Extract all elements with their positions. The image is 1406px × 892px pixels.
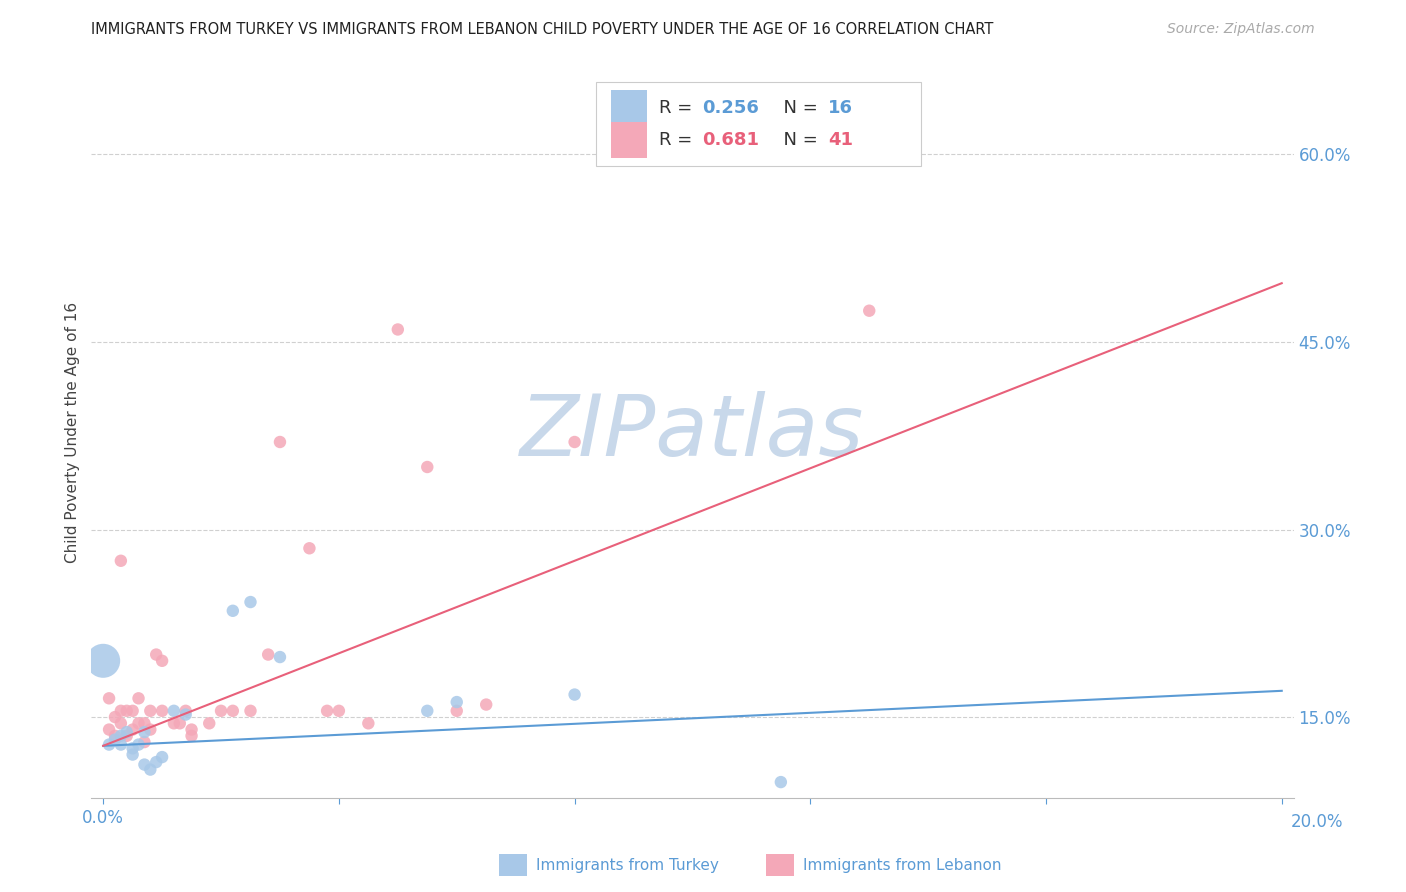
Point <box>121 704 143 718</box>
Text: 16: 16 <box>828 99 853 117</box>
Point <box>150 704 173 718</box>
Point <box>564 688 586 702</box>
Point <box>128 738 150 752</box>
Point <box>139 763 162 777</box>
Y-axis label: Child Poverty Under the Age of 16: Child Poverty Under the Age of 16 <box>65 302 80 563</box>
Point <box>110 738 132 752</box>
Point <box>110 704 132 718</box>
Text: 41: 41 <box>828 131 853 149</box>
Point <box>134 735 156 749</box>
Point <box>98 723 121 737</box>
Point <box>174 707 197 722</box>
Text: IMMIGRANTS FROM TURKEY VS IMMIGRANTS FROM LEBANON CHILD POVERTY UNDER THE AGE OF: IMMIGRANTS FROM TURKEY VS IMMIGRANTS FRO… <box>91 22 994 37</box>
Point <box>115 725 138 739</box>
Point <box>98 738 121 752</box>
Point <box>139 723 162 737</box>
FancyBboxPatch shape <box>610 122 647 159</box>
Point <box>128 716 150 731</box>
Point <box>115 729 138 743</box>
Text: Immigrants from Turkey: Immigrants from Turkey <box>536 858 718 872</box>
Text: N =: N = <box>772 99 824 117</box>
Point <box>475 698 498 712</box>
Point <box>316 704 339 718</box>
Point <box>121 723 143 737</box>
Point <box>145 648 167 662</box>
Text: N =: N = <box>772 131 824 149</box>
Text: 0.256: 0.256 <box>702 99 759 117</box>
Text: ZIPatlas: ZIPatlas <box>520 391 865 475</box>
Point <box>298 541 321 556</box>
Point <box>104 732 127 747</box>
Point <box>91 654 114 668</box>
FancyBboxPatch shape <box>610 89 647 126</box>
Point <box>446 695 468 709</box>
Point <box>174 704 197 718</box>
Point <box>145 755 167 769</box>
Point <box>269 435 291 450</box>
Text: Source: ZipAtlas.com: Source: ZipAtlas.com <box>1167 22 1315 37</box>
Point <box>357 716 380 731</box>
Point <box>180 723 202 737</box>
Point <box>163 704 186 718</box>
Point <box>139 704 162 718</box>
Point <box>239 704 262 718</box>
Text: Immigrants from Lebanon: Immigrants from Lebanon <box>803 858 1001 872</box>
Text: 0.681: 0.681 <box>702 131 759 149</box>
Point <box>416 704 439 718</box>
Point <box>169 716 191 731</box>
Point <box>416 460 439 475</box>
Point <box>222 604 245 618</box>
Point <box>222 704 245 718</box>
Point <box>269 650 291 665</box>
Point <box>198 716 221 731</box>
Point <box>209 704 232 718</box>
Text: R =: R = <box>659 131 697 149</box>
Point <box>150 750 173 764</box>
Point <box>239 595 262 609</box>
Point <box>110 729 132 743</box>
Text: R =: R = <box>659 99 697 117</box>
Point <box>98 691 121 706</box>
Point <box>134 716 156 731</box>
Point <box>104 729 127 743</box>
Point <box>387 322 409 336</box>
Point <box>180 729 202 743</box>
Point <box>115 704 138 718</box>
Point <box>564 435 586 450</box>
FancyBboxPatch shape <box>596 81 921 166</box>
Point <box>128 691 150 706</box>
Point <box>150 654 173 668</box>
Point <box>134 757 156 772</box>
Point <box>257 648 280 662</box>
Point <box>121 741 143 756</box>
Point <box>858 303 880 318</box>
Point <box>121 747 143 762</box>
Point <box>446 704 468 718</box>
Point <box>328 704 350 718</box>
Point <box>769 775 792 789</box>
Text: 20.0%: 20.0% <box>1291 814 1343 831</box>
Point <box>163 716 186 731</box>
Point <box>110 716 132 731</box>
Point <box>110 554 132 568</box>
Point <box>134 725 156 739</box>
Point <box>104 710 127 724</box>
Point <box>710 147 733 161</box>
